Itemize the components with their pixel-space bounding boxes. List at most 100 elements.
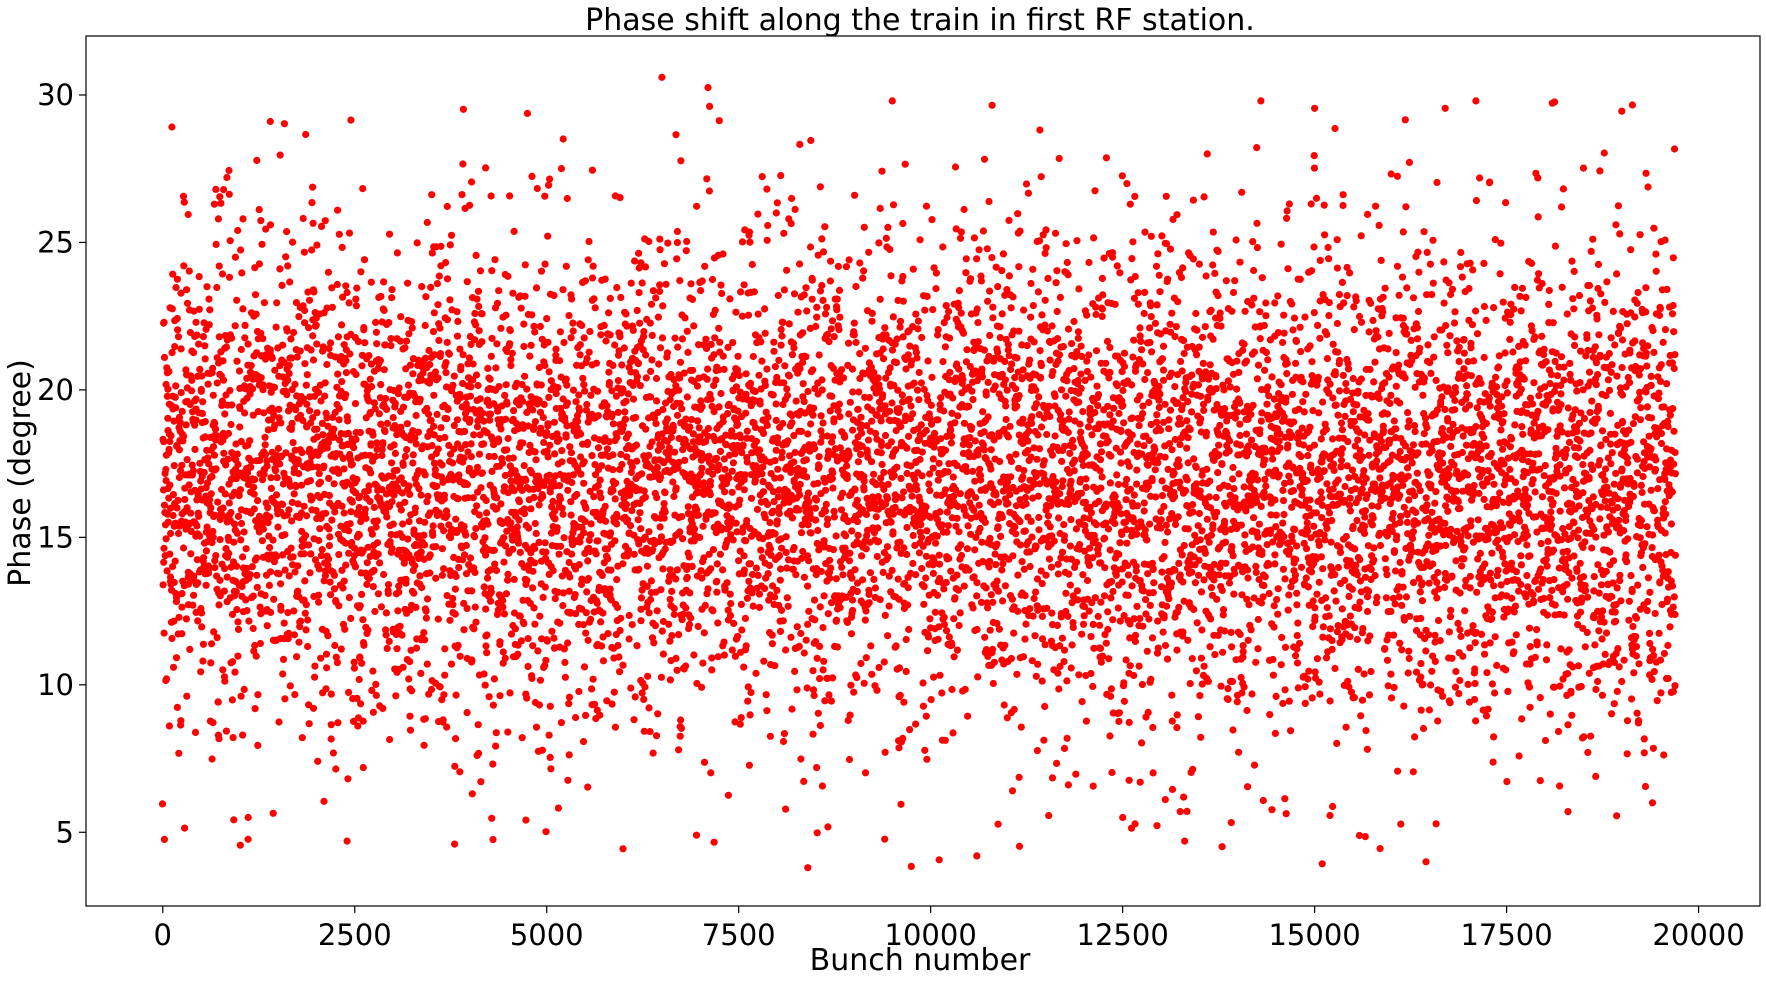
scatter-point	[796, 140, 804, 148]
scatter-point	[260, 299, 268, 307]
scatter-point	[315, 565, 323, 573]
scatter-point	[301, 577, 309, 585]
scatter-point	[685, 553, 693, 561]
scatter-point	[624, 430, 633, 438]
scatter-point	[824, 515, 832, 523]
scatter-point	[873, 686, 881, 694]
scatter-point	[633, 457, 641, 465]
scatter-point	[684, 503, 692, 511]
scatter-point	[377, 603, 385, 611]
scatter-point	[488, 334, 496, 342]
scatter-point	[870, 575, 878, 584]
scatter-point	[274, 523, 282, 531]
scatter-point	[343, 288, 351, 297]
scatter-point	[164, 414, 172, 422]
scatter-point	[333, 280, 341, 289]
scatter-point	[205, 460, 213, 468]
scatter-point	[836, 313, 844, 321]
scatter-point	[474, 287, 483, 295]
scatter-point	[266, 568, 275, 576]
scatter-point	[261, 433, 269, 441]
scatter-point	[165, 722, 173, 730]
scatter-point	[653, 607, 661, 615]
scatter-point	[557, 165, 566, 173]
scatter-point	[201, 433, 209, 441]
scatter-point	[750, 288, 758, 296]
scatter-point	[754, 310, 762, 318]
scatter-point	[229, 658, 237, 666]
scatter-point	[233, 296, 241, 304]
scatter-point	[543, 315, 551, 323]
scatter-point	[292, 483, 300, 491]
scatter-point	[653, 463, 662, 471]
scatter-point	[759, 488, 768, 496]
scatter-point	[700, 629, 708, 637]
scatter-point	[611, 495, 619, 503]
scatter-point	[734, 420, 742, 428]
scatter-point	[243, 607, 251, 615]
scatter-point	[408, 318, 416, 326]
scatter-point	[613, 284, 621, 292]
scatter-point	[201, 355, 209, 363]
scatter-point	[325, 344, 333, 353]
scatter-point	[284, 609, 292, 617]
scatter-point	[490, 546, 498, 554]
scatter-point	[299, 214, 307, 223]
scatter-point	[470, 431, 478, 439]
scatter-point	[816, 642, 824, 651]
scatter-point	[160, 501, 169, 509]
scatter-point	[446, 241, 454, 249]
scatter-point	[740, 281, 748, 289]
scatter-point	[477, 484, 485, 492]
scatter-point	[924, 633, 933, 641]
scatter-point	[517, 637, 526, 645]
scatter-point	[520, 462, 528, 470]
scatter-point	[499, 603, 507, 611]
scatter-point	[971, 546, 979, 554]
scatter-point	[387, 342, 395, 350]
scatter-point	[399, 520, 407, 528]
scatter-point	[270, 595, 278, 603]
scatter-point	[909, 265, 917, 273]
scatter-point	[502, 415, 510, 423]
scatter-point	[238, 269, 246, 277]
scatter-point	[788, 194, 796, 202]
scatter-point	[622, 310, 630, 318]
scatter-point	[581, 277, 590, 285]
scatter-point	[491, 560, 499, 568]
scatter-point	[197, 387, 205, 395]
scatter-point	[920, 600, 928, 608]
scatter-point	[217, 509, 225, 517]
scatter-point	[253, 571, 261, 579]
scatter-point	[847, 681, 855, 689]
scatter-point	[660, 260, 669, 268]
scatter-point	[288, 498, 296, 506]
scatter-point	[664, 239, 672, 247]
scatter-point	[886, 407, 894, 415]
scatter-point	[845, 451, 853, 459]
scatter-point	[253, 156, 261, 164]
scatter-point	[790, 458, 798, 466]
scatter-point	[698, 403, 706, 411]
scatter-point	[443, 202, 451, 211]
scatter-point	[998, 267, 1006, 275]
scatter-point	[942, 627, 951, 635]
scatter-point	[897, 422, 905, 431]
scatter-point	[301, 306, 309, 315]
scatter-point	[401, 344, 409, 352]
scatter-point	[199, 333, 207, 341]
scatter-point	[314, 591, 323, 599]
scatter-point	[896, 691, 904, 699]
scatter-point	[694, 622, 702, 631]
scatter-point	[785, 372, 794, 380]
scatter-point	[299, 416, 307, 425]
scatter-point	[270, 383, 279, 391]
scatter-point	[421, 636, 429, 644]
scatter-point	[987, 465, 995, 473]
scatter-point	[290, 631, 298, 639]
scatter-point	[990, 658, 999, 666]
scatter-point	[802, 636, 810, 644]
scatter-point	[483, 649, 491, 657]
scatter-point	[613, 576, 621, 584]
scatter-point	[948, 685, 956, 694]
